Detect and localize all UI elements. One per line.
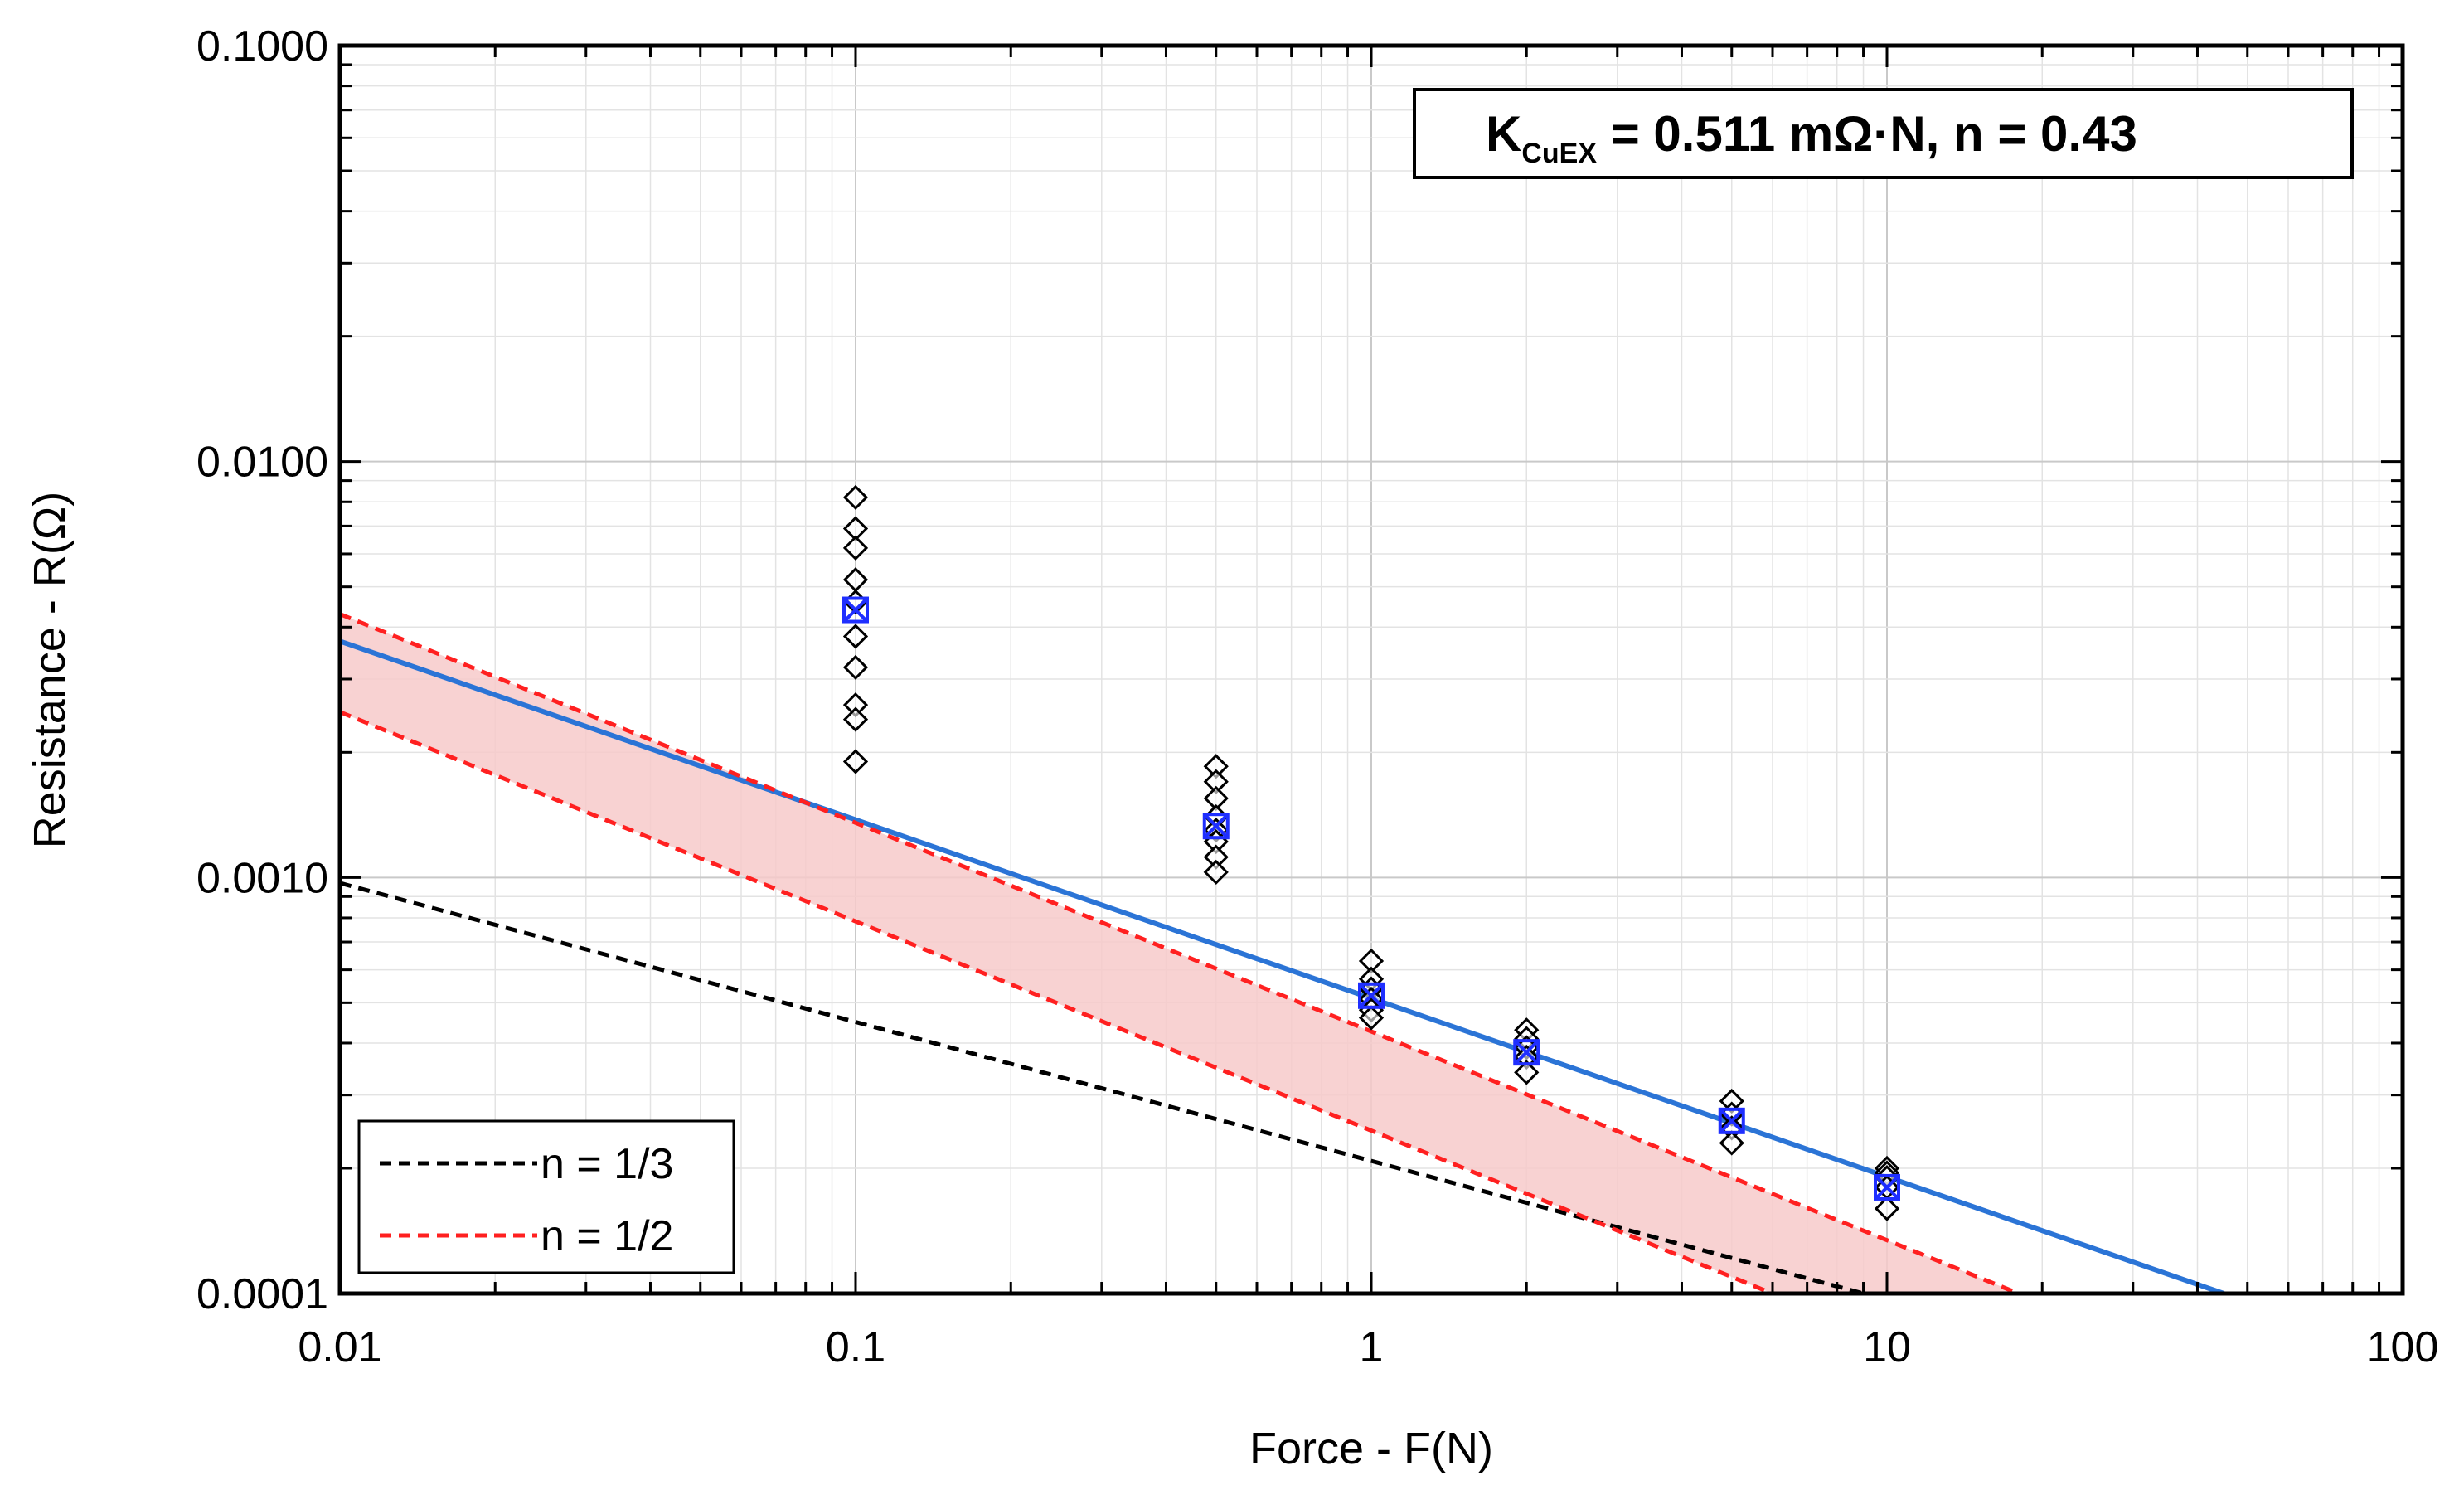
scatter-markers: [842, 484, 1900, 1221]
series-line-n-1-2-lower: [340, 710, 1773, 1293]
y-axis-title: Resistance - R(Ω): [25, 492, 75, 848]
annotation-box: KCuEX = 0.511 mΩ·N, n = 0.43: [1413, 88, 2354, 179]
mean-marker-cross: [1719, 1108, 1745, 1134]
x-axis-title: Force - F(N): [1249, 1424, 1493, 1473]
data-point-diamond: [1514, 1060, 1540, 1085]
series-line-n-1-2-upper: [340, 612, 2020, 1293]
mean-point-marker: [1202, 813, 1230, 840]
annotation-prefix: K: [1486, 106, 1521, 162]
mean-marker-box: [1202, 813, 1230, 840]
axis-ticks: [338, 46, 2403, 1295]
mean-marker-cross: [842, 597, 869, 623]
legend-label-n-1-2: n = 1/2: [541, 1212, 673, 1260]
y-tick-label: 0.0001: [196, 1270, 328, 1318]
mean-point-marker: [842, 596, 869, 624]
mean-marker-cross: [1874, 1174, 1900, 1201]
data-point-diamond: [1203, 859, 1229, 886]
mean-marker-cross: [1203, 813, 1230, 839]
series-line-power-law-fit: [340, 638, 2225, 1293]
line-series: [340, 612, 2225, 1293]
data-point-diamond: [842, 654, 869, 681]
x-tick-label: 0.01: [298, 1323, 381, 1371]
mean-marker-box: [1718, 1107, 1745, 1134]
mean-point-marker: [1358, 982, 1385, 1009]
x-tick-label: 1: [1360, 1323, 1384, 1371]
annotation-text: = 0.511 mΩ·N, n = 0.43: [1597, 106, 2137, 162]
tick-labels: 0.01 0.1 1 10 100 0.0001 0.0010 0.0100 0.1000: [196, 22, 2438, 1371]
mean-marker-box: [1874, 1173, 1900, 1201]
mean-point-marker: [1874, 1173, 1900, 1201]
annotation-subscript: CuEX: [1521, 138, 1597, 169]
mean-marker-box: [1513, 1039, 1540, 1066]
mean-point-marker: [1513, 1039, 1540, 1066]
mean-marker-cross: [1513, 1039, 1540, 1065]
legend: n = 1/3 n = 1/2: [357, 1119, 735, 1274]
mean-marker-box: [842, 596, 869, 624]
mean-marker-cross: [1358, 983, 1385, 1009]
x-tick-label: 100: [2367, 1323, 2439, 1371]
mean-point-marker: [1718, 1107, 1745, 1134]
data-point-diamond: [842, 624, 869, 649]
series-line-n-1-3: [340, 881, 1865, 1293]
mean-marker-box: [1358, 982, 1385, 1009]
data-point-diamond: [842, 706, 869, 732]
y-tick-label: 0.0100: [196, 439, 328, 487]
data-point-diamond: [1358, 1005, 1385, 1031]
data-point-diamond: [1874, 1196, 1900, 1221]
legend-label-n-1-3: n = 1/3: [541, 1140, 673, 1188]
data-point-diamond: [842, 749, 869, 774]
data-point-diamond: [842, 535, 869, 561]
y-tick-label: 0.1000: [196, 22, 328, 70]
x-tick-label: 10: [1863, 1323, 1911, 1371]
svg-text:KCuEX = 0.511 mΩ·N, n = 0.43: KCuEX = 0.511 mΩ·N, n = 0.43: [1486, 106, 2137, 169]
data-point-diamond: [1719, 1130, 1744, 1156]
data-point-diamond: [842, 484, 869, 511]
x-tick-label: 0.1: [826, 1323, 885, 1371]
y-tick-label: 0.0010: [196, 854, 328, 902]
